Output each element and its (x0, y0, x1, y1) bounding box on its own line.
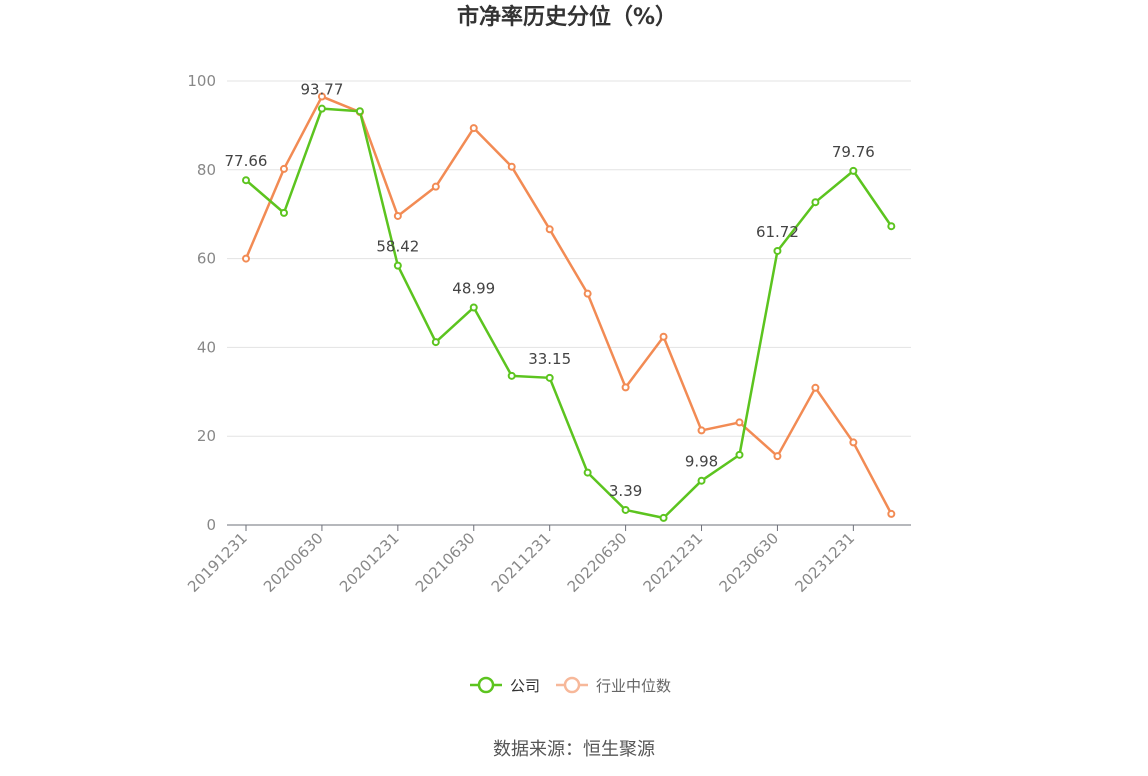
data-label: 77.66 (225, 152, 268, 170)
data-point (507, 162, 516, 171)
data-point (849, 438, 858, 447)
x-tick-label: 20220630 (564, 529, 631, 596)
data-label: 33.15 (528, 350, 571, 368)
data-point (773, 452, 782, 461)
x-tick-label: 20200630 (260, 529, 327, 596)
x-tick-label: 20230630 (716, 529, 783, 596)
x-tick-label: 20201231 (336, 529, 403, 596)
data-point (621, 505, 630, 514)
x-axis: 20191231 20200630 20201231 20210630 20211231… (184, 524, 911, 596)
legend-swatch-marker (563, 676, 581, 694)
legend-label: 行业中位数 (596, 677, 671, 695)
data-label: 61.72 (756, 223, 799, 241)
data-point (545, 373, 554, 382)
data-point (469, 303, 478, 312)
x-tick-label: 20211231 (488, 529, 555, 596)
y-tick-label: 20 (197, 427, 216, 445)
data-point (317, 92, 326, 101)
data-point (849, 166, 858, 175)
y-tick-label: 40 (197, 338, 216, 356)
data-point (469, 124, 478, 133)
data-point (735, 418, 744, 427)
data-point (811, 383, 820, 392)
data-point (659, 513, 668, 522)
data-point (545, 225, 554, 234)
legend-item[interactable]: 公司 (470, 676, 540, 695)
data-point (735, 450, 744, 459)
data-label: 9.98 (685, 453, 718, 471)
data-point (621, 383, 630, 392)
data-point (279, 164, 288, 173)
data-point (811, 198, 820, 207)
legend[interactable]: 公司 行业中位数 (470, 676, 671, 695)
data-point (583, 289, 592, 298)
y-tick-label: 60 (197, 250, 216, 268)
data-point (887, 222, 896, 231)
data-label: 3.39 (609, 482, 642, 500)
legend-item[interactable]: 行业中位数 (556, 676, 671, 695)
data-label: 93.77 (300, 81, 343, 99)
plot-area (242, 92, 896, 522)
data-point (355, 107, 364, 116)
data-point (887, 509, 896, 518)
x-tick-label: 20210630 (412, 529, 479, 596)
x-tick-label: 20221231 (640, 529, 707, 596)
data-point (242, 254, 250, 263)
data-point (697, 426, 706, 435)
y-tick-label: 80 (197, 161, 216, 179)
chart-title: 市净率历史分位（%） (457, 4, 677, 30)
grid-lines (227, 80, 911, 437)
series-line (245, 107, 893, 520)
data-label: 79.76 (832, 143, 875, 161)
data-source: 数据来源：恒生聚源 (493, 739, 655, 760)
x-tick-label: 20191231 (184, 529, 251, 596)
data-point (393, 261, 402, 270)
data-point (431, 338, 440, 347)
data-point (431, 182, 440, 191)
data-point (279, 208, 288, 217)
x-tick-label: 20231231 (791, 529, 858, 596)
data-point (317, 104, 326, 113)
y-axis: 0 20 40 60 80 100 (187, 72, 216, 534)
y-tick-label: 0 (206, 516, 216, 534)
data-point (507, 371, 516, 380)
data-label: 48.99 (452, 279, 495, 297)
data-point (583, 468, 592, 477)
data-point (393, 211, 402, 220)
series-company (242, 104, 896, 522)
data-point (697, 476, 706, 485)
series-industry-median (242, 92, 896, 518)
legend-swatch-marker (477, 676, 495, 694)
data-label: 58.42 (376, 238, 419, 256)
series-line (244, 95, 893, 515)
data-labels: 77.66 93.77 58.42 48.99 33.15 3.39 9.98 61.72 79… (225, 81, 875, 500)
data-point (242, 176, 250, 185)
data-point (773, 246, 782, 255)
legend-label: 公司 (510, 677, 540, 695)
data-point (659, 332, 668, 341)
y-tick-label: 100 (187, 72, 216, 90)
